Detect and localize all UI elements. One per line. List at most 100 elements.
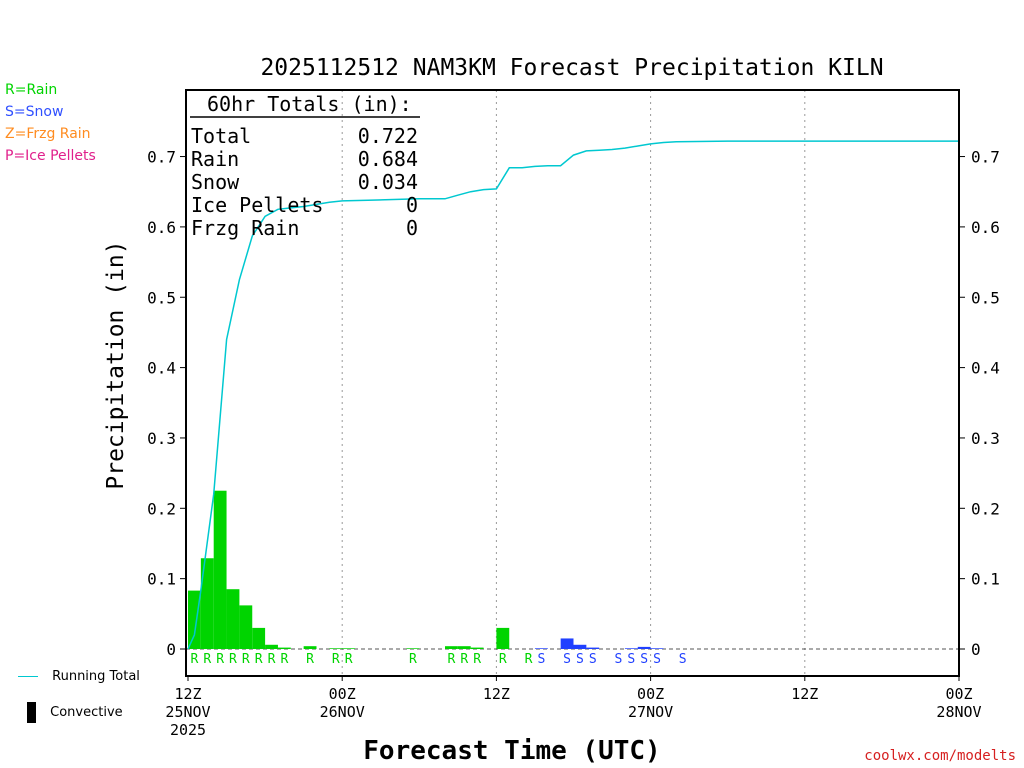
bar-rain	[342, 648, 356, 649]
bar-snow	[650, 648, 664, 649]
y-tick-label-left: 0.4	[147, 359, 176, 378]
precip-type-marker: R	[525, 652, 533, 667]
y-tick-label-left: 0.7	[147, 148, 176, 167]
bars	[188, 490, 664, 649]
y-axis-right: 0 0.1 0.2 0.3 0.4 0.5 0.6 0.7	[959, 148, 1000, 659]
bar-rain	[303, 646, 317, 649]
running-total-legend-label: Running Total	[52, 669, 140, 684]
x-tick-label: 25NOV	[165, 703, 210, 721]
totals-row-value: 0.722	[358, 124, 418, 148]
precip-type-marker: R	[229, 652, 237, 667]
y-axis-label: Precipitation (in)	[103, 240, 129, 489]
bar-rain	[445, 646, 458, 649]
x-tick-label: 27NOV	[628, 703, 673, 721]
legend-ice-pellets: P=Ice Pellets	[5, 148, 96, 164]
totals-row-label: Rain	[191, 147, 239, 171]
totals-box: 60hr Totals (in): Total 0.722 Rain 0.684 Snow…	[190, 92, 420, 240]
precip-type-marker: R	[242, 652, 250, 667]
precip-type-marker: S	[627, 652, 635, 667]
precip-type-marker: R	[332, 652, 340, 667]
precip-type-marker: S	[563, 652, 571, 667]
precip-type-marker: R	[268, 652, 276, 667]
grid-lines	[186, 90, 959, 676]
totals-row-label: Frzg Rain	[191, 216, 299, 240]
bar-rain	[239, 605, 253, 649]
y-tick-label-right: 0	[971, 640, 981, 659]
x-axis-label: Forecast Time (UTC)	[363, 736, 660, 766]
x-tick-label: 28NOV	[936, 703, 981, 721]
precip-type-marker: R	[448, 652, 456, 667]
x-tick-label: 12Z	[791, 685, 818, 703]
y-tick-label-left: 0	[166, 640, 176, 659]
x-tick-label: 2025	[170, 721, 206, 739]
x-tick-label: 26NOV	[320, 703, 365, 721]
convective-swatch	[27, 702, 36, 723]
y-tick-label-left: 0.1	[147, 570, 176, 589]
convective-legend-label: Convective	[50, 705, 123, 720]
y-tick-label-right: 0.7	[971, 148, 1000, 167]
precip-type-marker: S	[615, 652, 623, 667]
legend-freezing-rain: Z=Frzg Rain	[5, 126, 91, 142]
totals-row-label: Ice Pellets	[191, 193, 323, 217]
totals-heading: 60hr Totals (in):	[207, 92, 412, 116]
credit-link[interactable]: coolwx.com/modelts	[864, 748, 1016, 764]
x-tick-label: 12Z	[483, 685, 510, 703]
precip-type-marker: R	[203, 652, 211, 667]
bar-snow	[624, 648, 638, 649]
bar-rain	[252, 627, 266, 649]
bar-rain	[226, 589, 240, 649]
y-tick-label-left: 0.5	[147, 288, 176, 307]
bar-rain	[406, 648, 420, 649]
precip-type-marker: S	[653, 652, 661, 667]
bar-snow	[534, 648, 548, 649]
legend-snow: S=Snow	[5, 104, 64, 120]
precip-type-marker: R	[216, 652, 224, 667]
totals-row-label: Total	[191, 124, 251, 148]
precip-type-marker: R	[306, 652, 314, 667]
precip-type-marker: S	[640, 652, 648, 667]
totals-row-value: 0	[406, 216, 418, 240]
x-tick-label: 12Z	[174, 685, 201, 703]
running-total-swatch	[18, 676, 38, 677]
plot-frame	[185, 89, 960, 677]
y-tick-label-right: 0.3	[971, 429, 1000, 448]
y-axis-left: 0 0.1 0.2 0.3 0.4 0.5 0.6 0.7	[147, 148, 186, 659]
running-total-legend: Running Total	[18, 669, 140, 684]
precip-type-marker: S	[589, 652, 597, 667]
precip-type-marker: S	[679, 652, 687, 667]
x-tick-label: 00Z	[637, 685, 664, 703]
y-tick-label-right: 0.1	[971, 570, 1000, 589]
bar-rain	[277, 647, 291, 649]
running-total-line	[187, 140, 959, 650]
bar-rain	[470, 647, 484, 649]
bar-rain	[496, 627, 510, 649]
precip-type-marker: R	[473, 652, 481, 667]
bar-snow	[573, 644, 587, 649]
y-tick-label-left: 0.6	[147, 218, 176, 237]
precip-type-marker: R	[280, 652, 288, 667]
y-tick-label-right: 0.6	[971, 218, 1000, 237]
precip-type-marker: S	[576, 652, 584, 667]
totals-row-label: Snow	[191, 170, 240, 194]
precip-type-legend: R=Rain S=Snow Z=Frzg Rain P=Ice Pellets	[5, 79, 96, 167]
legend-rain: R=Rain	[5, 82, 58, 98]
precip-type-marker: R	[191, 652, 199, 667]
y-tick-label-left: 0.3	[147, 429, 176, 448]
bar-rain	[188, 590, 201, 649]
bar-rain	[329, 648, 343, 649]
bar-snow	[560, 638, 574, 649]
x-tick-label: 00Z	[945, 685, 972, 703]
y-tick-label-left: 0.2	[147, 499, 176, 518]
convective-legend: Convective	[27, 702, 123, 723]
precip-type-marker: R	[409, 652, 417, 667]
y-tick-label-right: 0.5	[971, 288, 1000, 307]
bar-snow	[637, 646, 651, 649]
precip-type-marker: R	[345, 652, 353, 667]
precip-type-marker: R	[460, 652, 468, 667]
bar-rain	[200, 558, 214, 649]
precip-type-marker: S	[537, 652, 545, 667]
y-tick-label-right: 0.4	[971, 359, 1000, 378]
